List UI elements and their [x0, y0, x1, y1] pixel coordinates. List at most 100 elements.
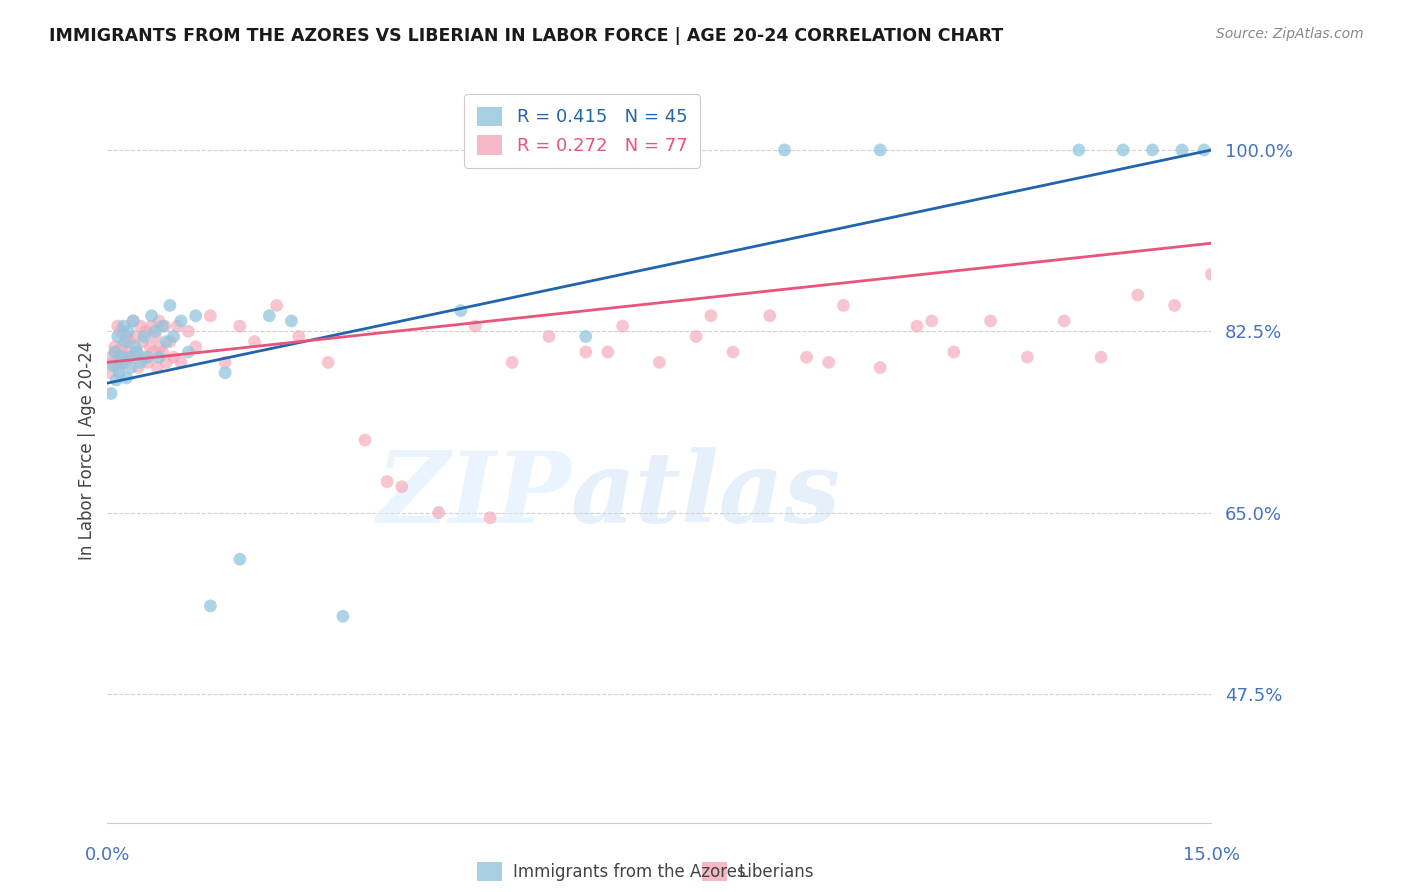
Point — [122, 314, 145, 328]
Point — [332, 609, 354, 624]
Point — [141, 309, 163, 323]
Point — [162, 329, 184, 343]
Point — [1053, 314, 1076, 328]
Point — [110, 324, 132, 338]
Point — [134, 329, 156, 343]
Point — [162, 350, 184, 364]
Point — [108, 360, 131, 375]
Point — [479, 511, 502, 525]
Point — [869, 360, 891, 375]
Point — [143, 324, 166, 338]
Text: IMMIGRANTS FROM THE AZORES VS LIBERIAN IN LABOR FORCE | AGE 20-24 CORRELATION CH: IMMIGRANTS FROM THE AZORES VS LIBERIAN I… — [49, 27, 1004, 45]
Point — [980, 314, 1002, 328]
Point — [118, 334, 141, 349]
Point — [832, 298, 855, 312]
Point — [136, 355, 159, 369]
Point — [1201, 268, 1223, 282]
Point — [111, 340, 134, 354]
Point — [159, 334, 181, 349]
Point — [280, 314, 302, 328]
Point — [103, 355, 125, 369]
Point — [114, 355, 136, 369]
Point — [229, 319, 252, 334]
Point — [612, 319, 634, 334]
Point — [108, 366, 131, 380]
Point — [450, 303, 472, 318]
Point — [1126, 288, 1149, 302]
Point — [124, 329, 146, 343]
Point — [155, 355, 177, 369]
Point — [214, 366, 236, 380]
Point — [122, 314, 145, 328]
Point — [259, 309, 281, 323]
Point — [170, 314, 193, 328]
Text: 15.0%: 15.0% — [1182, 846, 1240, 863]
Point — [200, 599, 222, 613]
Point — [115, 329, 138, 343]
Point — [149, 340, 172, 354]
Point — [104, 345, 127, 359]
Point — [177, 324, 200, 338]
Point — [1192, 143, 1215, 157]
Point — [107, 329, 129, 343]
Point — [117, 345, 139, 359]
Point — [100, 386, 122, 401]
Point — [129, 319, 152, 334]
Point — [427, 506, 450, 520]
Point — [125, 345, 148, 359]
Point — [127, 360, 149, 375]
Point — [721, 345, 744, 359]
Point — [685, 329, 707, 343]
Point — [575, 329, 598, 343]
Point — [266, 298, 288, 312]
Point — [316, 355, 339, 369]
Point — [1112, 143, 1135, 157]
Text: Source: ZipAtlas.com: Source: ZipAtlas.com — [1216, 27, 1364, 41]
Text: ZIP: ZIP — [375, 447, 571, 543]
Point — [120, 360, 142, 375]
Point — [1067, 143, 1090, 157]
Point — [134, 350, 156, 364]
Text: Immigrants from the Azores: Immigrants from the Azores — [513, 863, 747, 880]
Point — [103, 359, 125, 373]
Point — [758, 309, 780, 323]
Point — [575, 345, 598, 359]
Point — [152, 319, 174, 334]
Legend: R = 0.415   N = 45, R = 0.272   N = 77: R = 0.415 N = 45, R = 0.272 N = 77 — [464, 94, 700, 168]
Point — [354, 433, 377, 447]
Point — [537, 329, 560, 343]
Point — [118, 350, 141, 364]
Point — [1142, 143, 1164, 157]
Point — [148, 314, 170, 328]
Point — [243, 334, 266, 349]
Point — [114, 334, 136, 349]
Point — [135, 324, 157, 338]
Point — [155, 334, 177, 349]
Point — [596, 345, 619, 359]
Point — [464, 319, 486, 334]
Point — [905, 319, 928, 334]
Point — [1163, 298, 1185, 312]
Point — [115, 371, 138, 385]
Point — [921, 314, 943, 328]
Point — [229, 552, 252, 566]
Point — [105, 373, 128, 387]
Point — [132, 334, 155, 349]
Point — [143, 329, 166, 343]
Point — [817, 355, 839, 369]
Point — [136, 350, 159, 364]
Point — [129, 355, 152, 369]
Point — [107, 319, 129, 334]
Point — [869, 143, 891, 157]
Point — [120, 350, 142, 364]
Point — [117, 324, 139, 338]
Point — [146, 360, 169, 375]
Point — [1171, 143, 1194, 157]
Point — [153, 319, 176, 334]
Point — [139, 340, 162, 354]
Point — [112, 350, 135, 364]
Point — [159, 298, 181, 312]
Point — [111, 355, 134, 369]
Point — [1090, 350, 1112, 364]
Point — [152, 345, 174, 359]
